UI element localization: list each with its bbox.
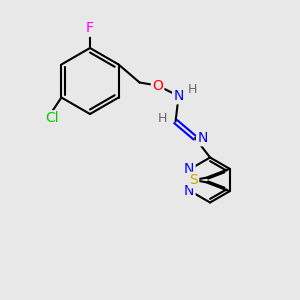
Text: N: N [173, 89, 184, 103]
Text: N: N [184, 184, 194, 198]
Text: F: F [86, 22, 94, 35]
Text: S: S [189, 173, 198, 187]
Text: H: H [158, 112, 167, 125]
Text: N: N [184, 162, 194, 176]
Text: O: O [152, 79, 163, 92]
Text: N: N [197, 131, 208, 145]
Text: Cl: Cl [46, 112, 59, 125]
Text: H: H [188, 83, 197, 97]
